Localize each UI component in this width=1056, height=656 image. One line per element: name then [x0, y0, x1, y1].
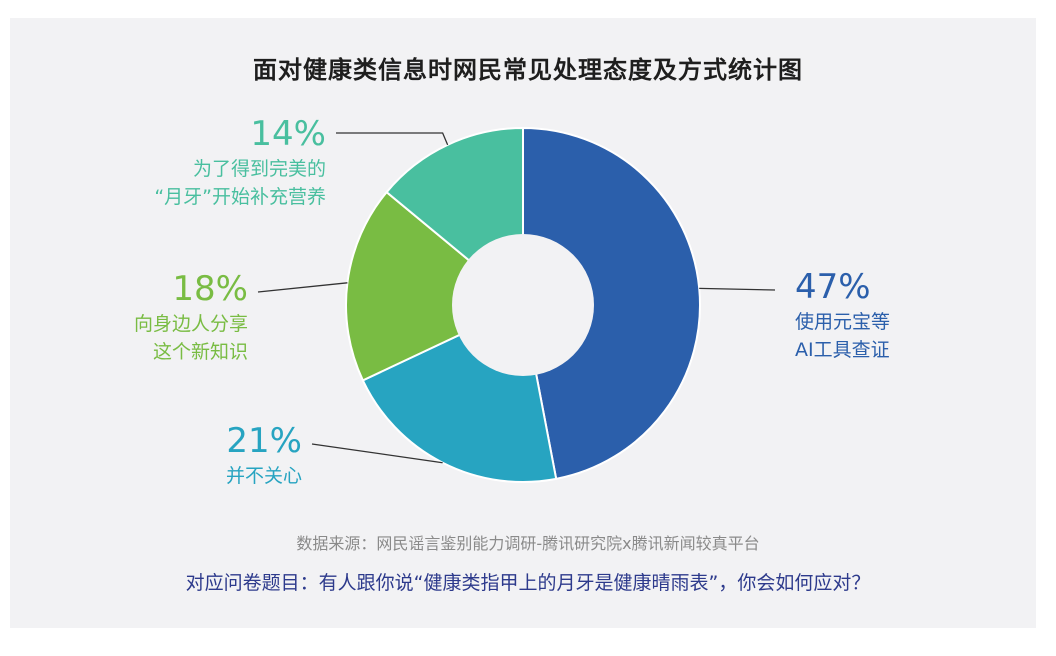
slice-not-care-percent: 21%: [226, 421, 302, 461]
survey-question: 对应问卷题目：有人跟你说“健康类指甲上的月牙是健康晴雨表”，你会如何应对？: [185, 572, 871, 594]
slice-supplement-leader-line: [336, 132, 449, 146]
slice-ai-verify-leader-line: [699, 287, 776, 291]
donut-hole: [452, 234, 594, 376]
data-source: 数据来源：网民谣言鉴别能力调研-腾讯研究院x腾讯新闻较真平台: [296, 534, 760, 553]
slice-supplement-label-line: 为了得到完美的: [193, 158, 326, 180]
chart-title: 面对健康类信息时网民常见处理态度及方式统计图: [253, 56, 803, 84]
slice-share: [345, 190, 525, 382]
slice-not-care-label-line: 并不关心: [226, 465, 302, 487]
donut-slices: [345, 126, 701, 483]
slice-share-label-line: 向身边人分享: [134, 313, 248, 335]
slice-not-care-leader-line: [311, 443, 443, 464]
slice-share-label-line: 这个新知识: [153, 341, 248, 363]
slice-ai-verify-label-line: AI工具查证: [795, 339, 890, 361]
slice-ai-verify-label-line: 使用元宝等: [795, 311, 890, 333]
slice-ai-verify-percent: 47%: [795, 267, 871, 307]
slice-supplement-percent: 14%: [250, 114, 326, 154]
slice-supplement-label-line: “月牙”开始补充营养: [154, 186, 326, 208]
slice-share-leader-line: [257, 282, 348, 293]
slice-share-percent: 18%: [172, 269, 248, 309]
